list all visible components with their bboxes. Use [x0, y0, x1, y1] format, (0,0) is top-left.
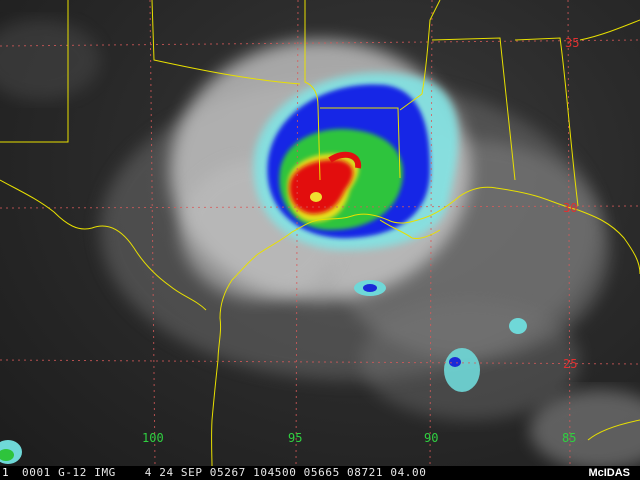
status-bar: 1 0001 G-12 IMG 4 24 SEP 05267 104500 05…: [0, 466, 640, 480]
lon-label-85: 85: [562, 431, 576, 445]
lon-label-95: 95: [288, 431, 302, 445]
coastline: [211, 231, 293, 466]
longitude-labels: 100 95 90 85: [142, 431, 576, 445]
latitude-labels: 35 30 25: [563, 36, 579, 371]
storm-cells: [0, 280, 527, 464]
map-canvas: 35 30 25 100 95 90 85: [0, 0, 640, 466]
image-header-text: 0001 G-12 IMG 4 24 SEP 05267 104500 0566…: [22, 466, 427, 479]
state-line-7: [579, 19, 640, 41]
state-line-2: [304, 0, 321, 181]
hurricane-core: [253, 72, 459, 251]
state-line-4: [399, 0, 441, 111]
lat-label-25: 25: [563, 357, 577, 371]
lon-label-90: 90: [424, 431, 438, 445]
lon-label-100: 100: [142, 431, 164, 445]
texas-border: [0, 179, 207, 311]
eye-red: [289, 159, 354, 214]
north-border: [0, 0, 69, 143]
eye-spot: [310, 192, 322, 202]
louisiana-delta: [379, 219, 441, 239]
lat-label-35: 35: [565, 36, 579, 50]
map-outlines: [0, 0, 640, 466]
state-line-1: [151, 0, 301, 85]
frame-number: 1: [2, 466, 9, 479]
florida-coast: [587, 419, 640, 441]
gulf-coast: [291, 186, 640, 275]
state-line-3: [320, 107, 401, 179]
spiral-band: [328, 151, 362, 169]
lat-label-30: 30: [563, 201, 577, 215]
state-line-5: [431, 37, 516, 181]
mcidas-logo: McIDAS: [578, 466, 640, 480]
state-line-6: [514, 37, 579, 207]
